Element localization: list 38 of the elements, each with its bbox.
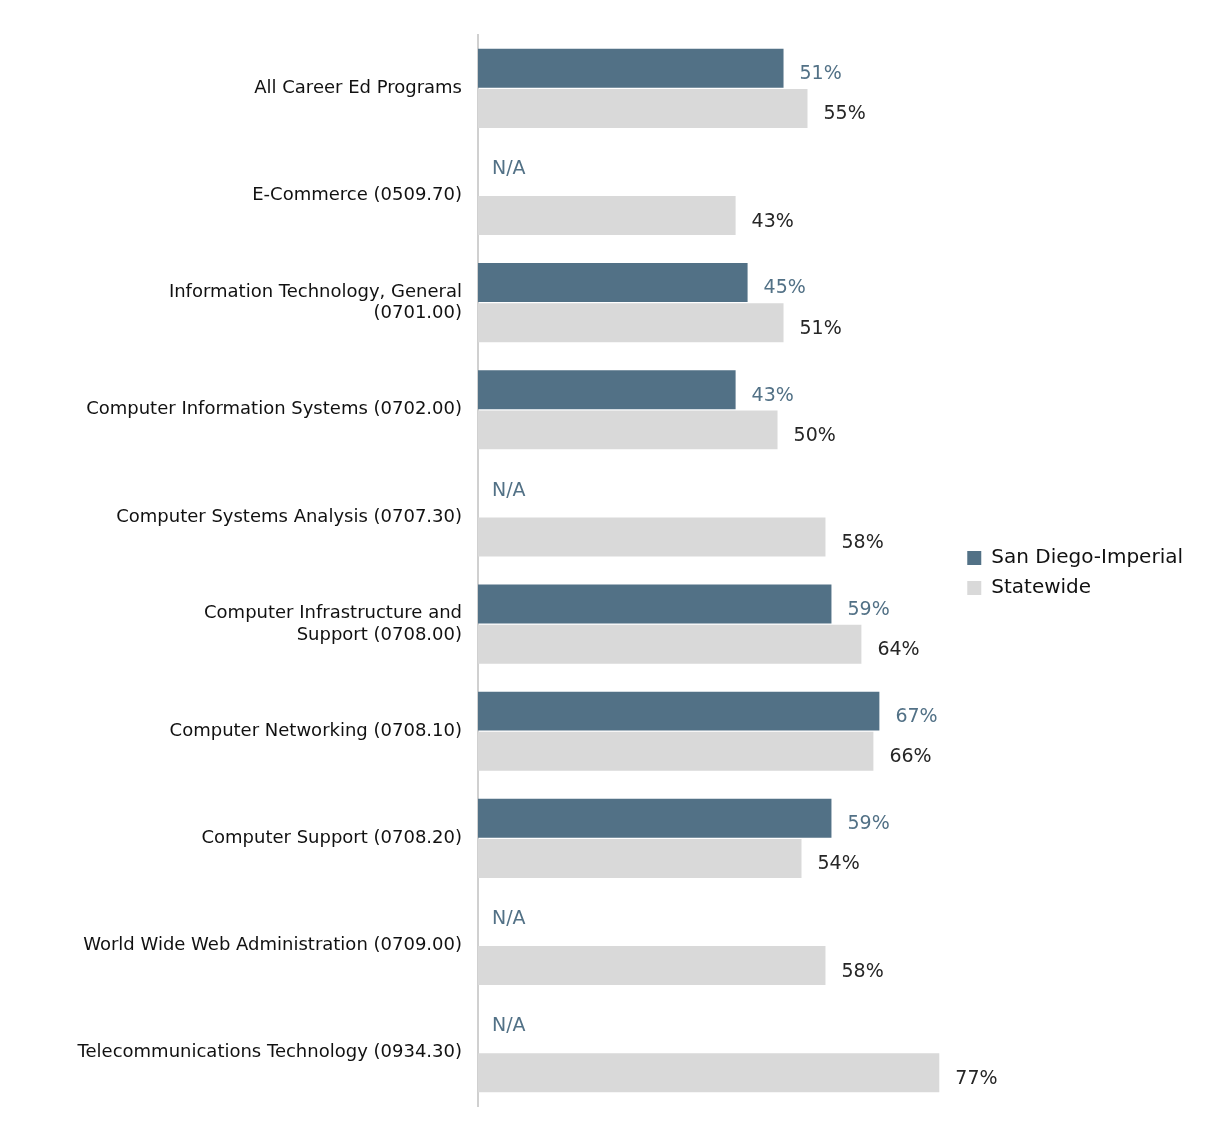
data-label: 66% [889, 744, 932, 767]
y-tick-label: Computer Networking (0708.10) [169, 718, 462, 740]
bar [478, 584, 832, 624]
text: N/A [492, 906, 526, 929]
data-label: 50% [793, 422, 836, 445]
legend-label: San Diego-Imperial [991, 544, 1184, 569]
y-tick-label: World Wide Web Administration (0709.00) [83, 933, 462, 955]
data-label: 55% [823, 101, 866, 124]
data-label: 43% [751, 382, 794, 405]
data-label: 59% [847, 811, 890, 834]
text: N/A [492, 477, 526, 500]
data-label: 51% [799, 61, 842, 84]
legend-label: Statewide [991, 574, 1092, 599]
y-tick-label: Computer Infrastructure and Support (0708.00) [204, 600, 462, 644]
data-label: 77% [955, 1065, 998, 1088]
y-tick-label: E-Commerce (0509.70) [252, 183, 462, 205]
data-label: 59% [847, 596, 890, 619]
text: N/A [492, 156, 526, 179]
data-label: 58% [841, 529, 884, 552]
data-label: 54% [817, 851, 860, 874]
bar [478, 370, 736, 410]
y-tick-label: Information Technology, General (0701.00) [168, 279, 462, 323]
text: N/A [492, 1013, 526, 1036]
y-tick-label: Computer Support (0708.20) [201, 826, 462, 848]
bar [478, 263, 748, 303]
y-tick-label: All Career Ed Programs [254, 76, 462, 98]
data-label: 45% [763, 275, 806, 298]
y-tick-label: Computer Information Systems (0702.00) [86, 397, 462, 419]
bar [478, 48, 784, 88]
data-label: 51% [799, 315, 842, 338]
data-label: 58% [841, 958, 884, 981]
bar [478, 798, 832, 838]
y-tick-label: Telecommunications Technology (0934.30) [76, 1040, 462, 1062]
data-label: 64% [877, 637, 920, 660]
bar [478, 691, 880, 731]
data-label: 43% [751, 208, 794, 231]
y-tick-label: Computer Systems Analysis (0707.30) [116, 504, 462, 526]
data-label: 67% [895, 704, 938, 727]
